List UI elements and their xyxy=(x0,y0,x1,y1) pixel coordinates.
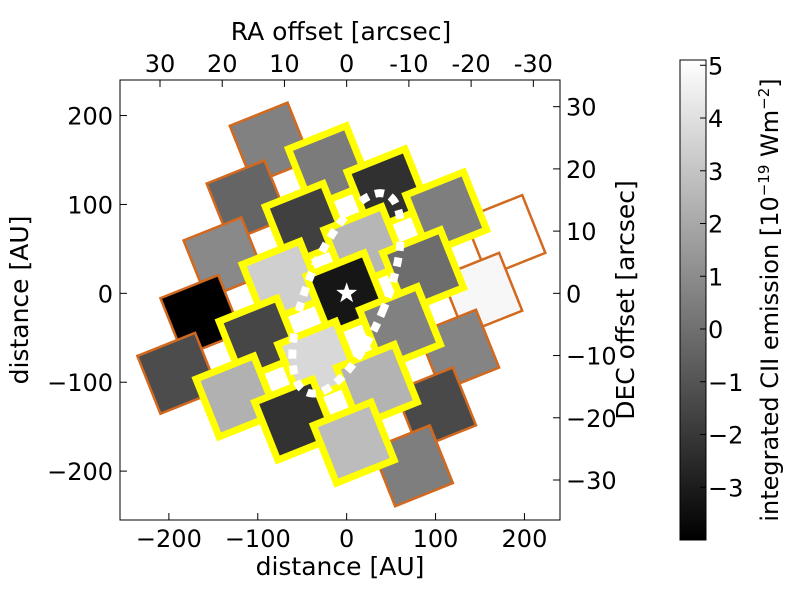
spaxel-9 xyxy=(191,351,282,442)
disk-ellipse xyxy=(288,189,405,398)
colorbar-tick-label: 4 xyxy=(708,105,723,133)
top-tick-label: 10 xyxy=(269,50,300,78)
colorbar-label: integrated CII emission [10−19 Wm−2] xyxy=(755,78,784,521)
spaxel-21 xyxy=(439,251,524,336)
colorbar-tick-label: 1 xyxy=(708,263,723,291)
y-tick-label: 0 xyxy=(98,280,113,308)
y-axis-label: distance [AU] xyxy=(5,216,34,385)
y-tick-label: −100 xyxy=(47,369,113,397)
colorbar-label-part: integrated CII emission [10 xyxy=(756,196,784,521)
right-tick-label: 0 xyxy=(566,280,581,308)
spaxel-3 xyxy=(158,273,243,358)
x-tick-label: 100 xyxy=(413,525,459,553)
top-tick-label: 0 xyxy=(339,50,354,78)
right-tick-label: 10 xyxy=(566,218,597,246)
colorbar-label-part: ] xyxy=(756,78,784,87)
colorbar-tick-label: −1 xyxy=(708,369,743,397)
colorbar-tick-label: 5 xyxy=(708,52,723,80)
right-tick-label: −20 xyxy=(566,405,617,433)
colorbar xyxy=(679,59,707,541)
spaxel-20 xyxy=(462,193,547,278)
spaxel-19 xyxy=(308,397,399,488)
plot-frame xyxy=(119,79,561,521)
colorbar-label-part: −19 xyxy=(755,165,773,197)
spaxel-23 xyxy=(393,365,478,451)
colorbar-tick-label: 2 xyxy=(708,211,723,239)
colorbar-label-part: −2 xyxy=(755,88,773,110)
spaxel-1 xyxy=(205,158,290,243)
y-tick-label: 100 xyxy=(67,191,113,219)
top-tick-label: 30 xyxy=(145,50,176,78)
x-tick-label: −100 xyxy=(225,525,291,553)
right-axis-label: DEC offset [arcsec] xyxy=(611,180,640,420)
colorbar-tick-label: 3 xyxy=(708,158,723,186)
colorbar-label-part: Wm xyxy=(756,110,784,165)
spaxel-4 xyxy=(135,331,220,416)
right-tick-label: −30 xyxy=(566,467,617,495)
right-tick-label: 20 xyxy=(566,156,597,184)
right-tick-label: 30 xyxy=(566,94,597,122)
top-tick-label: -20 xyxy=(452,50,491,78)
colorbar-tick-label: −2 xyxy=(708,422,743,450)
spaxel-22 xyxy=(416,308,501,393)
spaxel-0 xyxy=(228,101,313,186)
top-tick-label: -30 xyxy=(514,50,553,78)
right-tick-label: −10 xyxy=(566,343,617,371)
spaxel-24 xyxy=(370,423,455,508)
y-tick-label: 200 xyxy=(67,103,113,131)
x-tick-label: −200 xyxy=(136,525,202,553)
top-axis-label: RA offset [arcsec] xyxy=(231,17,452,46)
x-axis-label: distance [AU] xyxy=(256,552,425,581)
plot-area xyxy=(135,101,547,508)
star-marker xyxy=(336,282,358,303)
y-tick-label: −200 xyxy=(47,458,113,486)
colorbar-tick-label: −3 xyxy=(708,474,743,502)
top-tick-label: 20 xyxy=(207,50,238,78)
spaxel-14 xyxy=(250,374,341,465)
colorbar-tick-label: 0 xyxy=(708,316,723,344)
x-tick-label: 200 xyxy=(502,525,548,553)
x-tick-label: 0 xyxy=(339,525,354,553)
top-tick-label: -10 xyxy=(389,50,428,78)
